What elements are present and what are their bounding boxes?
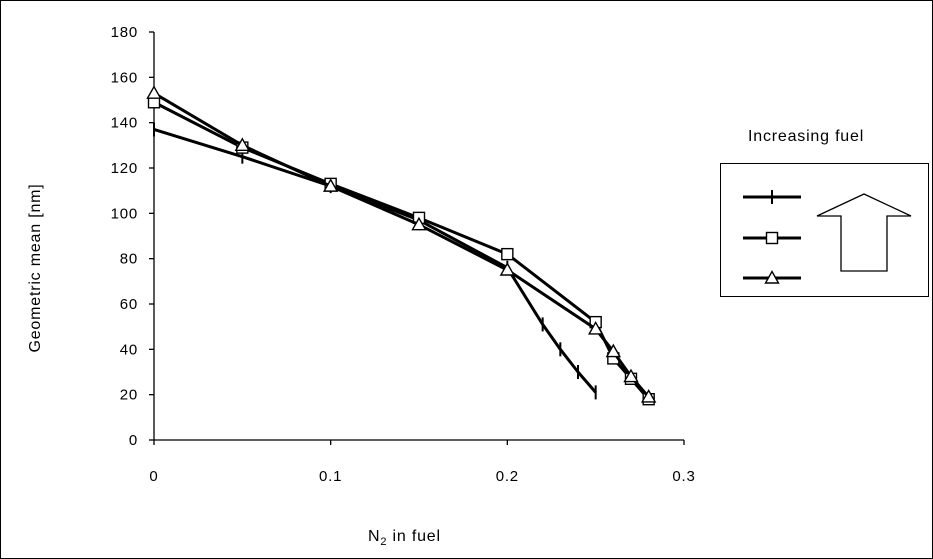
triangle-marker (499, 262, 516, 276)
x-axis-title-main: N (368, 528, 381, 545)
y-tick-label: 100 (111, 205, 138, 222)
y-tick-label: 160 (111, 69, 138, 86)
series-layer (146, 85, 657, 406)
y-tick-label: 140 (111, 115, 138, 132)
axes: 0 20 40 60 80 100 120 140 160 180 0 0.1 0.2 0.3 (111, 24, 695, 485)
legend-graphic (743, 190, 912, 284)
triangle-marker (605, 343, 622, 358)
series-triangle (146, 85, 657, 403)
y-axis-title: Geometric mean [nm] (27, 183, 44, 353)
series-line (153, 100, 650, 401)
x-axis-title-subscript: 2 (380, 536, 388, 549)
y-tick-label: 20 (120, 387, 138, 404)
x-tick-label: 0.3 (672, 468, 695, 485)
legend (720, 163, 929, 297)
triangle-marker (640, 389, 657, 403)
triangle-marker (764, 270, 780, 284)
y-tick-label: 80 (120, 251, 138, 268)
legend-entry-vline (743, 190, 801, 204)
y-tick-label: 180 (111, 24, 138, 41)
series-vline (153, 122, 597, 400)
up-arrow-icon (816, 193, 912, 272)
x-tick-label: 0.2 (496, 468, 519, 485)
triangle-marker (623, 368, 639, 383)
series-line (153, 128, 597, 394)
y-tick-label: 0 (129, 432, 138, 449)
x-tick-label: 0.1 (319, 468, 342, 485)
x-tick-label: 0 (149, 468, 158, 485)
square-marker (765, 231, 779, 245)
y-tick-label: 40 (120, 341, 138, 358)
triangle-marker (587, 321, 604, 335)
square-marker (501, 247, 514, 261)
series-square (147, 96, 655, 406)
triangle-marker (322, 178, 339, 192)
legend-entry-triangle (743, 270, 801, 284)
triangle-marker (234, 137, 251, 152)
triangle-marker (146, 85, 162, 99)
x-axis-title-suffix: in fuel (387, 528, 441, 545)
y-tick-label: 60 (120, 296, 138, 313)
legend-entries (743, 190, 801, 284)
legend-title: Increasing fuel (748, 128, 865, 145)
legend-entry-square (743, 231, 801, 245)
y-tick-label: 120 (111, 160, 138, 177)
triangle-marker (411, 216, 427, 231)
x-axis-title: N2 in fuel (368, 528, 441, 548)
